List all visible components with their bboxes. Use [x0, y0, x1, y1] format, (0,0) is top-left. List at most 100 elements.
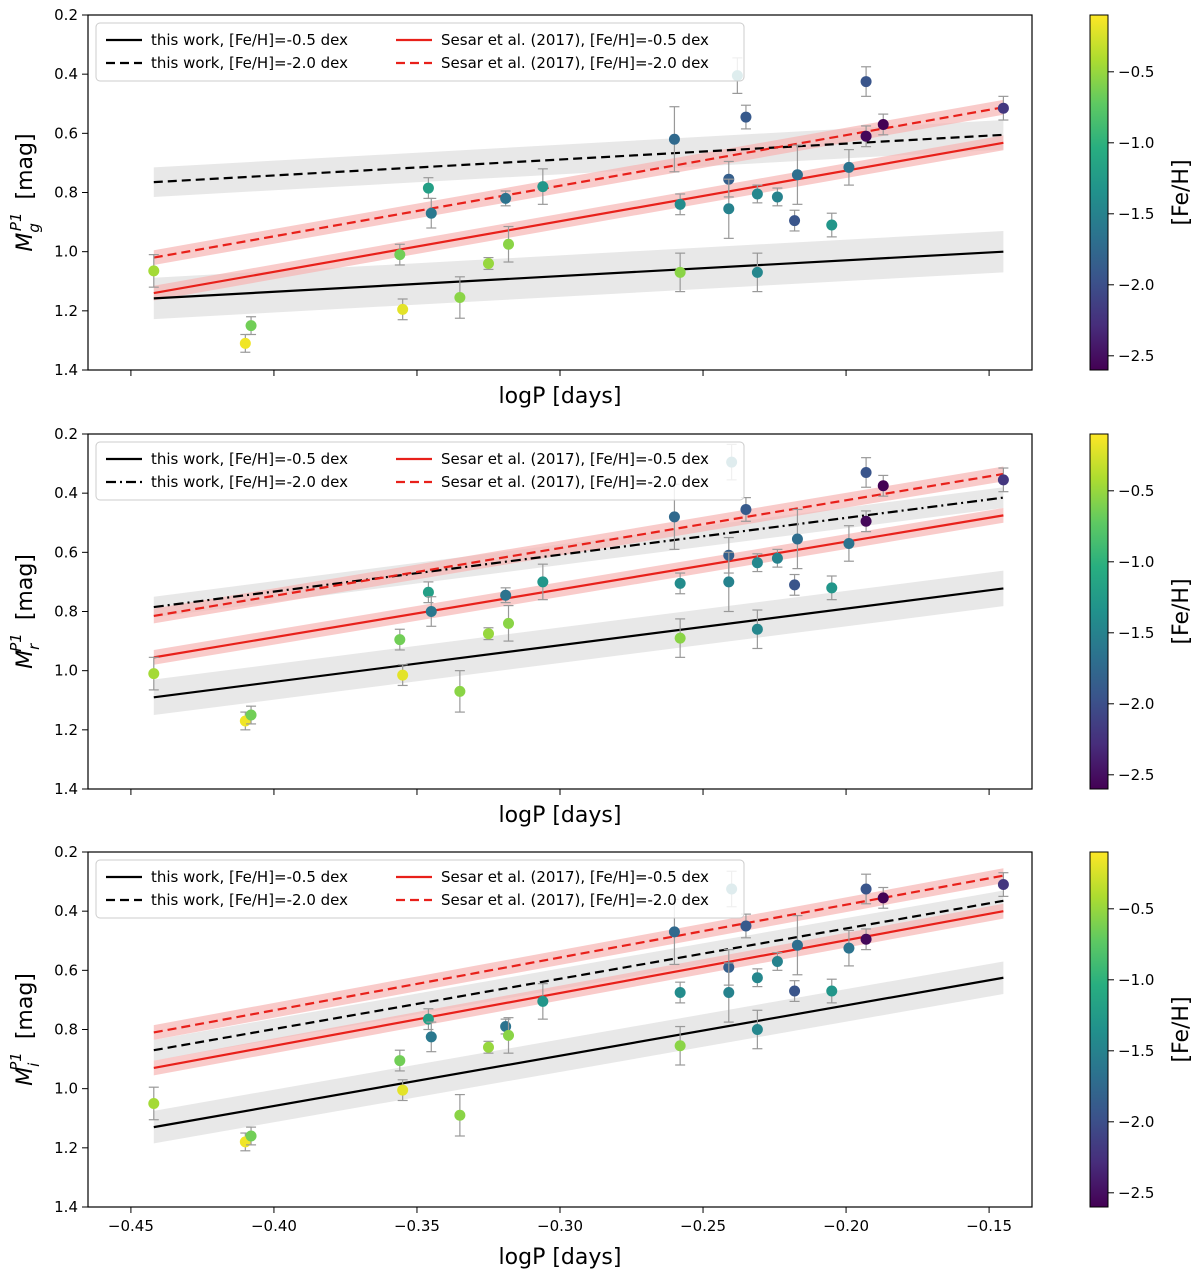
- data-point: [843, 537, 855, 549]
- data-point: [860, 130, 872, 142]
- data-point: [503, 1029, 515, 1041]
- y-tick-label: 1.4: [54, 361, 78, 379]
- legend-entry: Sesar et al. (2017), [Fe/H]=-0.5 dex: [396, 868, 709, 886]
- legend-label: Sesar et al. (2017), [Fe/H]=-0.5 dex: [441, 868, 709, 886]
- data-point: [674, 1040, 686, 1052]
- legend-label: this work, [Fe/H]=-0.5 dex: [151, 868, 348, 886]
- panel-g: 0.2 0.4 0.6 0.8 1.0 1.2 1.4 logP [days] MgP1 [ma…: [7, 6, 1194, 409]
- data-point: [860, 883, 872, 895]
- colorbar-tick-label: −2.0: [1118, 276, 1154, 294]
- data-point: [425, 1031, 437, 1043]
- colorbar-tick-label: −0.5: [1118, 900, 1154, 918]
- data-point: [397, 303, 409, 315]
- data-point: [454, 1109, 466, 1121]
- y-tick-label: 0.8: [54, 1021, 78, 1039]
- data-point: [394, 634, 406, 646]
- y-tick-label: 1.0: [54, 243, 78, 261]
- y-tick-label: 0.6: [54, 961, 78, 979]
- data-point: [789, 215, 801, 227]
- legend-label: Sesar et al. (2017), [Fe/H]=-2.0 dex: [441, 54, 709, 72]
- colorbar-label: [Fe/H]: [1169, 996, 1194, 1062]
- y-tick-label: 1.0: [54, 662, 78, 680]
- colorbar-gradient: [1089, 14, 1109, 371]
- data-point: [860, 515, 872, 527]
- y-tick-label: 1.2: [54, 721, 78, 739]
- panel-i: −0.45 −0.40 −0.35 −0.30 −0.25 −0.20 −0.15 0.2 0.…: [7, 843, 1194, 1270]
- data-point: [245, 1130, 257, 1142]
- data-point: [843, 161, 855, 173]
- colorbar-tick-label: −1.0: [1118, 971, 1154, 989]
- colorbar-label: [Fe/H]: [1169, 578, 1194, 644]
- legend: this work, [Fe/H]=-0.5 dex this work, [Fe…: [95, 859, 745, 919]
- data-point: [245, 709, 257, 721]
- y-tick-label: 1.4: [54, 1198, 78, 1216]
- data-point: [537, 181, 549, 193]
- data-point: [860, 76, 872, 88]
- data-point: [397, 1084, 409, 1096]
- y-axis-label: MiP1 [mag]: [7, 973, 43, 1086]
- data-point: [751, 557, 763, 569]
- data-point: [860, 933, 872, 945]
- data-point: [877, 892, 889, 904]
- legend-box: [95, 22, 745, 82]
- colorbar: −0.5 −1.0 −1.5 −2.0 −2.5 [Fe/H]: [1089, 851, 1194, 1208]
- data-point: [668, 511, 680, 523]
- data-point: [537, 995, 549, 1007]
- colorbar-tick-label: −2.0: [1118, 1113, 1154, 1131]
- data-point: [148, 668, 160, 680]
- confidence-band: [153, 99, 1004, 265]
- data-point: [454, 292, 466, 304]
- data-point: [723, 576, 735, 588]
- data-point: [751, 972, 763, 984]
- colorbar-tick-label: −2.5: [1118, 347, 1154, 365]
- x-axis-label: logP [days]: [499, 384, 622, 409]
- relation-line: [153, 899, 1004, 1052]
- x-tick-label: −0.35: [394, 1217, 440, 1235]
- data-point: [789, 985, 801, 997]
- x-tick-label: −0.25: [680, 1217, 726, 1235]
- y-axis-label: MgP1 [mag]: [7, 133, 43, 251]
- x-tick-label: −0.15: [966, 1217, 1012, 1235]
- y-tick-label: 0.8: [54, 184, 78, 202]
- data-point: [826, 985, 838, 997]
- x-tick-label: −0.40: [251, 1217, 297, 1235]
- data-point: [826, 582, 838, 594]
- data-point: [723, 987, 735, 999]
- y-tick-label: 0.6: [54, 543, 78, 561]
- relation-line: [153, 874, 1004, 1034]
- data-point: [422, 182, 434, 194]
- relation-line: [153, 106, 1004, 259]
- data-point: [537, 576, 549, 588]
- confidence-band: [153, 466, 1004, 624]
- legend-entry: this work, [Fe/H]=-2.0 dex: [106, 891, 348, 909]
- legend-label: Sesar et al. (2017), [Fe/H]=-0.5 dex: [441, 450, 709, 468]
- legend-entry: Sesar et al. (2017), [Fe/H]=-2.0 dex: [396, 891, 709, 909]
- colorbar-tick-label: −1.5: [1118, 205, 1154, 223]
- legend-entry: this work, [Fe/H]=-2.0 dex: [106, 473, 348, 491]
- legend-label: this work, [Fe/H]=-0.5 dex: [151, 450, 348, 468]
- y-tick-label: 0.2: [54, 425, 78, 443]
- relation-line: [153, 514, 1004, 659]
- data-point: [148, 265, 160, 277]
- relation-line: [153, 587, 1004, 699]
- data-point: [751, 623, 763, 635]
- data-point: [791, 533, 803, 545]
- data-point: [843, 942, 855, 954]
- data-point: [740, 111, 752, 123]
- data-point: [454, 685, 466, 697]
- legend-label: this work, [Fe/H]=-2.0 dex: [151, 54, 348, 72]
- data-point: [422, 1013, 434, 1025]
- data-point: [791, 169, 803, 181]
- data-point: [668, 926, 680, 938]
- relation-line: [153, 496, 1004, 609]
- legend-box: [95, 859, 745, 919]
- legend-entry: this work, [Fe/H]=-0.5 dex: [106, 868, 348, 886]
- data-point: [245, 320, 257, 332]
- relation-line: [153, 976, 1004, 1129]
- colorbar-tick-label: −2.5: [1118, 766, 1154, 784]
- plot-area: [148, 868, 1009, 1152]
- legend-entry: Sesar et al. (2017), [Fe/H]=-2.0 dex: [396, 54, 709, 72]
- relation-line: [153, 133, 1004, 184]
- data-point: [791, 939, 803, 951]
